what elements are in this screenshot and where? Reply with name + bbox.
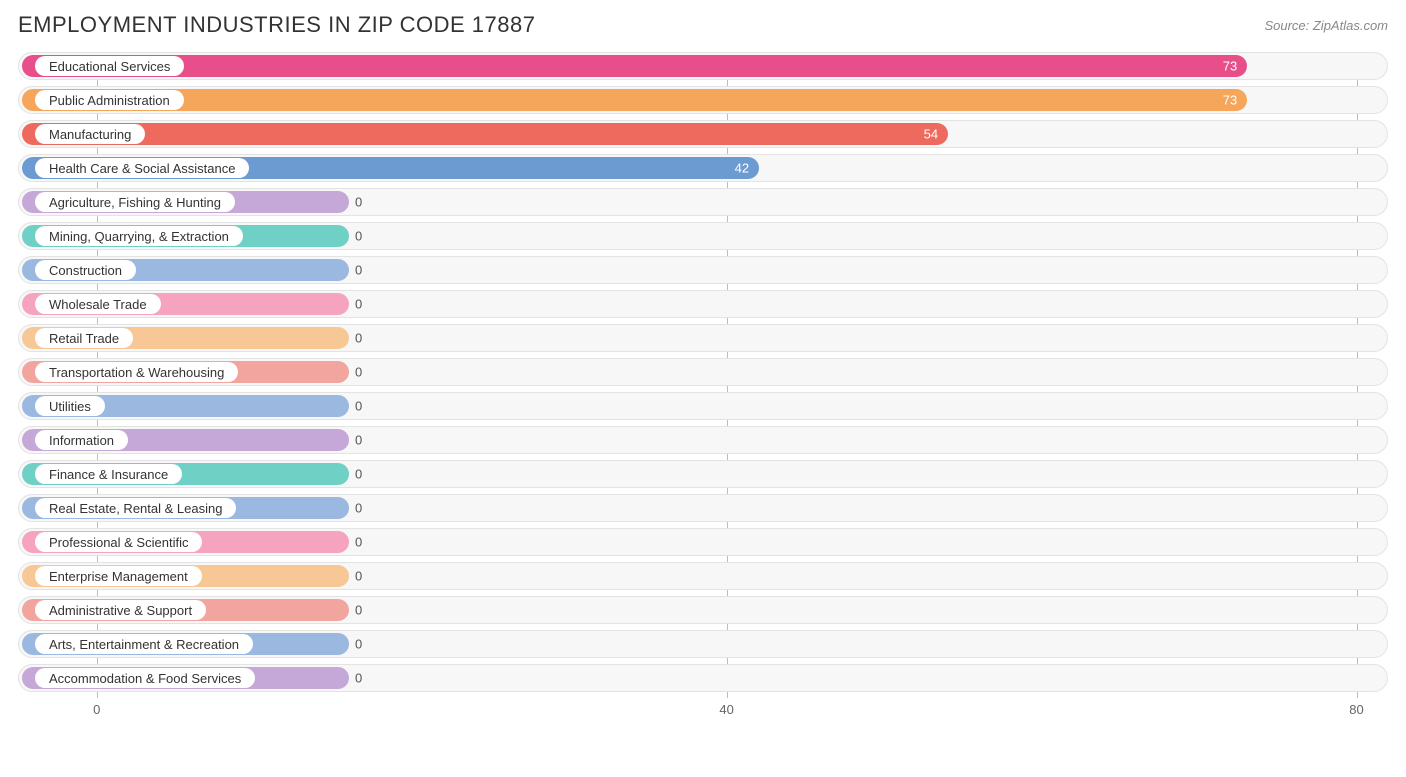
bar-value: 0 xyxy=(355,569,362,584)
bar-label: Wholesale Trade xyxy=(35,294,161,314)
bar-track: 0 Administrative & Support xyxy=(18,596,1388,624)
bar-track: 0 Utilities xyxy=(18,392,1388,420)
bar-label: Retail Trade xyxy=(35,328,133,348)
bar-track: 0 Enterprise Management xyxy=(18,562,1388,590)
bar-track: 0 Mining, Quarrying, & Extraction xyxy=(18,222,1388,250)
bar-label: Finance & Insurance xyxy=(35,464,182,484)
bar-value: 0 xyxy=(355,637,362,652)
bar-value: 0 xyxy=(355,331,362,346)
bar-track: 0 Retail Trade xyxy=(18,324,1388,352)
bar-value: 0 xyxy=(355,467,362,482)
bar-value: 42 xyxy=(735,161,749,176)
bar-label: Information xyxy=(35,430,128,450)
bar-label: Public Administration xyxy=(35,90,184,110)
bar-track: 0 Construction xyxy=(18,256,1388,284)
bar-value: 0 xyxy=(355,195,362,210)
bar-value: 0 xyxy=(355,671,362,686)
x-axis: 0 40 80 xyxy=(18,698,1388,722)
x-tick-label: 40 xyxy=(719,702,733,717)
chart-title: EMPLOYMENT INDUSTRIES IN ZIP CODE 17887 xyxy=(18,12,536,38)
bar-label: Real Estate, Rental & Leasing xyxy=(35,498,236,518)
bar-track: 0 Professional & Scientific xyxy=(18,528,1388,556)
bar-label: Construction xyxy=(35,260,136,280)
bar-value: 73 xyxy=(1223,59,1237,74)
bar-track: 0 Transportation & Warehousing xyxy=(18,358,1388,386)
bar-value: 0 xyxy=(355,603,362,618)
bar-label: Arts, Entertainment & Recreation xyxy=(35,634,253,654)
bar-track: 0 Information xyxy=(18,426,1388,454)
bar-value: 54 xyxy=(924,127,938,142)
bar-label: Health Care & Social Assistance xyxy=(35,158,249,178)
bar-label: Professional & Scientific xyxy=(35,532,202,552)
bar-value: 0 xyxy=(355,297,362,312)
bar-fill: 54 xyxy=(22,123,948,145)
bar-label: Agriculture, Fishing & Hunting xyxy=(35,192,235,212)
bar-value: 0 xyxy=(355,535,362,550)
bar-fill: 73 xyxy=(22,55,1247,77)
bar-value: 73 xyxy=(1223,93,1237,108)
x-tick-label: 0 xyxy=(93,702,100,717)
bar-label: Administrative & Support xyxy=(35,600,206,620)
chart-header: EMPLOYMENT INDUSTRIES IN ZIP CODE 17887 … xyxy=(18,12,1388,38)
bar-value: 0 xyxy=(355,263,362,278)
bar-label: Transportation & Warehousing xyxy=(35,362,238,382)
bar-fill: 73 xyxy=(22,89,1247,111)
bar-track: 42 Health Care & Social Assistance xyxy=(18,154,1388,182)
bars-container: 73 Educational Services 73 Public Administr… xyxy=(18,52,1388,692)
bar-value: 0 xyxy=(355,365,362,380)
bar-track: 54 Manufacturing xyxy=(18,120,1388,148)
bar-value: 0 xyxy=(355,501,362,516)
bar-track: 0 Real Estate, Rental & Leasing xyxy=(18,494,1388,522)
bar-value: 0 xyxy=(355,229,362,244)
bar-track: 0 Accommodation & Food Services xyxy=(18,664,1388,692)
bar-track: 0 Wholesale Trade xyxy=(18,290,1388,318)
bar-track: 73 Educational Services xyxy=(18,52,1388,80)
bar-track: 0 Finance & Insurance xyxy=(18,460,1388,488)
bar-label: Mining, Quarrying, & Extraction xyxy=(35,226,243,246)
bar-label: Educational Services xyxy=(35,56,184,76)
bar-track: 73 Public Administration xyxy=(18,86,1388,114)
x-tick-label: 80 xyxy=(1349,702,1363,717)
bar-label: Utilities xyxy=(35,396,105,416)
bar-label: Accommodation & Food Services xyxy=(35,668,255,688)
bar-label: Manufacturing xyxy=(35,124,145,144)
bar-label: Enterprise Management xyxy=(35,566,202,586)
bar-value: 0 xyxy=(355,433,362,448)
bar-value: 0 xyxy=(355,399,362,414)
bar-track: 0 Arts, Entertainment & Recreation xyxy=(18,630,1388,658)
bar-track: 0 Agriculture, Fishing & Hunting xyxy=(18,188,1388,216)
chart-area: 73 Educational Services 73 Public Administr… xyxy=(18,52,1388,722)
chart-source: Source: ZipAtlas.com xyxy=(1264,18,1388,33)
